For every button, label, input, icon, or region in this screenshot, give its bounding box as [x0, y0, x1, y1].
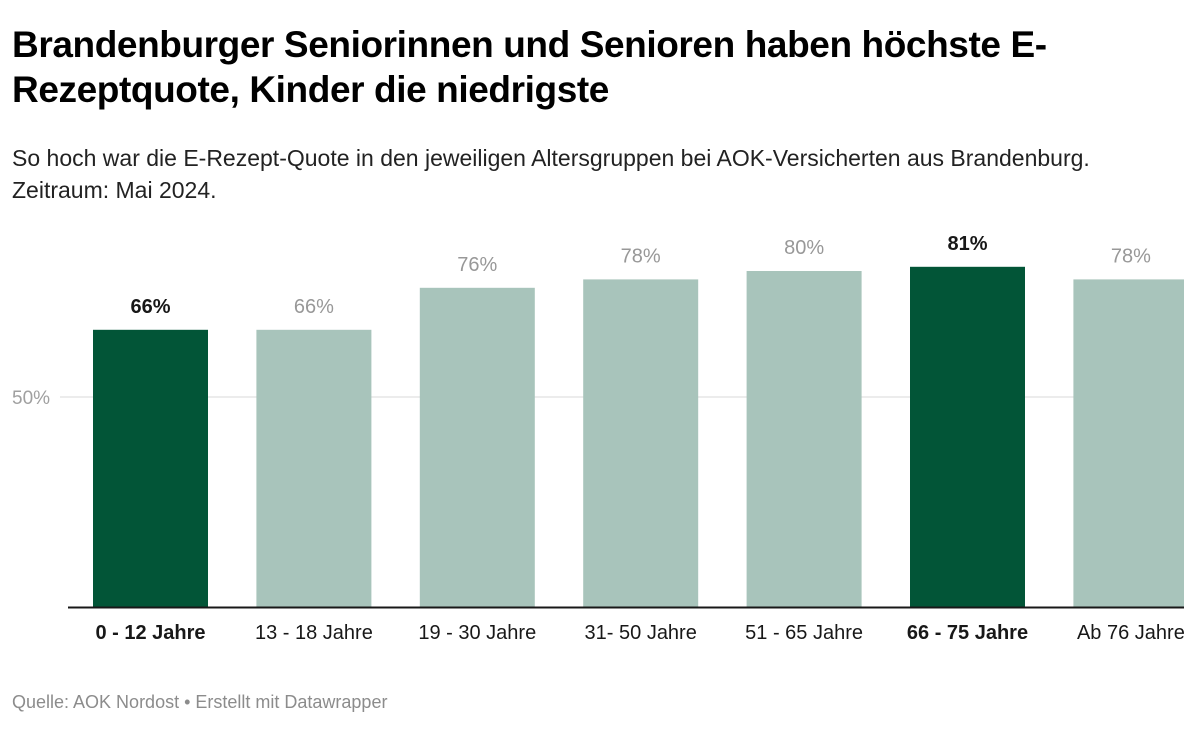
x-tick-label-4: 31- 50 Jahre	[585, 622, 697, 644]
bar-7	[1073, 279, 1184, 607]
x-tick-label-5: 51 - 65 Jahre	[745, 622, 863, 644]
chart-footer: Quelle: AOK Nordost • Erstellt mit Dataw…	[12, 692, 388, 712]
value-label-7: 78%	[1111, 245, 1151, 267]
bar-1	[93, 329, 208, 607]
bar-5	[746, 271, 862, 607]
x-tick-label-2: 13 - 18 Jahre	[255, 622, 373, 644]
bar-2	[256, 329, 372, 607]
bar-4	[583, 279, 699, 607]
x-tick-label-3: 19 - 30 Jahre	[418, 622, 536, 644]
bar-3	[419, 287, 535, 607]
x-tick-labels: 0 - 12 Jahre 13 - 18 Jahre 19 - 30 Jahre 31…	[95, 622, 1184, 644]
x-tick-label-6: 66 - 75 Jahre	[907, 622, 1028, 644]
value-label-1: 66%	[130, 296, 170, 318]
value-label-3: 76%	[457, 254, 497, 276]
value-label-4: 78%	[621, 245, 661, 267]
chart-title: Brandenburger Seniorinnen und Senioren h…	[12, 24, 1047, 110]
chart-subtitle: So hoch war die E-Rezept-Quote in den je…	[12, 145, 1090, 203]
x-tick-label-1: 0 - 12 Jahre	[95, 622, 205, 644]
value-label-5: 80%	[784, 237, 824, 259]
bars	[93, 266, 1184, 607]
value-labels: 66% 66% 76% 78% 80% 81% 78%	[130, 233, 1151, 318]
value-label-2: 66%	[294, 296, 334, 318]
value-label-6: 81%	[947, 233, 987, 255]
bar-6	[910, 266, 1025, 607]
x-tick-label-7: Ab 76 Jahre	[1077, 622, 1184, 644]
y-tick-label: 50%	[12, 388, 50, 409]
